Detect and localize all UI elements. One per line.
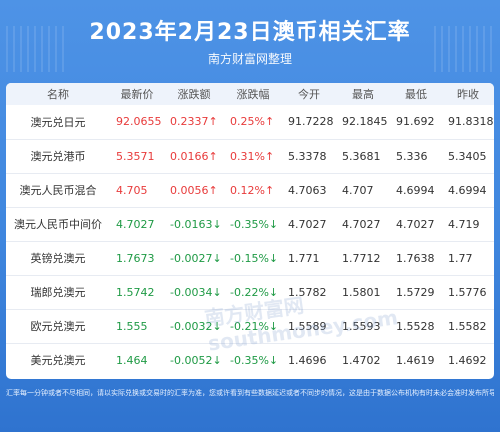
table-row: 英镑兑澳元 1.7673 -0.0027↓ -0.15%↓ 1.771 1.7712 1.7…	[6, 241, 494, 275]
cell-prev: 1.4692	[448, 353, 487, 367]
cell-low: 5.336	[396, 149, 428, 163]
cell-pct: -0.22%↓	[230, 285, 279, 299]
cell-change: 0.0056↑	[170, 183, 218, 197]
cell-open: 4.7063	[288, 183, 327, 197]
cell-pct: 0.25%↑	[230, 115, 275, 129]
cell-latest: 4.705	[116, 183, 148, 197]
cell-prev: 91.8318	[448, 115, 494, 129]
cell-latest: 1.7673	[116, 251, 155, 265]
table-row: 澳元兑日元 92.0655 0.2337↑ 0.25%↑ 91.7228 92.1845 9…	[6, 105, 494, 139]
cell-high: 1.5593	[342, 319, 381, 333]
cell-high: 1.7712	[342, 251, 381, 265]
page-title: 2023年2月23日澳币相关汇率	[89, 20, 411, 45]
cell-prev: 1.77	[448, 251, 473, 265]
currency-pair-name: 澳元兑日元	[30, 115, 86, 129]
page-subtitle: 南方财富网整理	[207, 52, 292, 66]
cell-open: 1.4696	[288, 353, 327, 367]
table-row: 美元兑澳元 1.464 -0.0052↓ -0.35%↓ 1.4696 1.4702 1.4…	[6, 343, 494, 377]
rate-table: 名称 最新价 涨跌额 涨跌幅 今开 最高 最低 昨收 澳元兑日元 92.0655 0…	[6, 83, 494, 377]
cell-latest: 1.5742	[116, 285, 155, 299]
cell-open: 5.3378	[288, 149, 327, 163]
cell-change: -0.0027↓	[170, 251, 222, 265]
column-header: 今开	[298, 88, 320, 101]
cell-pct: -0.21%↓	[230, 319, 279, 333]
table-row: 瑞郎兑澳元 1.5742 -0.0034↓ -0.22%↓ 1.5782 1.5801 1.…	[6, 275, 494, 309]
table-row: 澳元人民币混合 4.705 0.0056↑ 0.12%↑ 4.7063 4.707 4.69…	[6, 173, 494, 207]
cell-high: 1.5801	[342, 285, 381, 299]
cell-change: -0.0052↓	[170, 353, 222, 367]
cell-prev: 1.5582	[448, 319, 487, 333]
cell-pct: -0.35%↓	[230, 353, 279, 367]
cell-latest: 92.0655	[116, 115, 162, 129]
column-header: 昨收	[457, 88, 479, 101]
cell-high: 1.4702	[342, 353, 381, 367]
disclaimer-footer: 汇率每一分钟或者不尽相同，请以实际兑换或交易时的汇率为准，您或许看到有些数据延迟…	[6, 389, 494, 397]
cell-prev: 4.719	[448, 217, 480, 231]
cell-change: 0.2337↑	[170, 115, 218, 129]
cell-high: 4.707	[342, 183, 374, 197]
cell-low: 1.5528	[396, 319, 435, 333]
cell-low: 1.5729	[396, 285, 435, 299]
column-header: 最高	[352, 88, 374, 101]
cell-open: 1.5589	[288, 319, 327, 333]
cell-low: 91.692	[396, 115, 435, 129]
currency-pair-name: 欧元兑澳元	[30, 320, 86, 333]
cell-low: 1.4619	[396, 353, 435, 367]
cell-pct: -0.15%↓	[230, 251, 279, 265]
cell-latest: 4.7027	[116, 217, 155, 231]
table-row: 澳元兑港币 5.3571 0.0166↑ 0.31%↑ 5.3378 5.3681 5.33…	[6, 139, 494, 173]
currency-pair-name: 澳元人民币中间价	[14, 218, 102, 231]
cell-pct: 0.12%↑	[230, 183, 275, 197]
cell-change: -0.0032↓	[170, 319, 222, 333]
column-header: 最新价	[120, 88, 154, 101]
cell-low: 4.7027	[396, 217, 435, 231]
table-row: 欧元兑澳元 1.555 -0.0032↓ -0.21%↓ 1.5589 1.5593 1.5…	[6, 309, 494, 343]
cell-open: 4.7027	[288, 217, 327, 231]
cell-pct: -0.35%↓	[230, 217, 279, 231]
table-header-row: 名称 最新价 涨跌额 涨跌幅 今开 最高 最低 昨收	[6, 83, 494, 105]
cell-high: 5.3681	[342, 149, 381, 163]
currency-pair-name: 澳元兑港币	[30, 150, 86, 163]
column-header: 涨跌额	[177, 88, 211, 101]
cell-prev: 5.3405	[448, 149, 487, 163]
cell-prev: 4.6994	[448, 183, 487, 197]
cell-pct: 0.31%↑	[230, 149, 275, 163]
column-header: 最低	[405, 88, 427, 101]
cell-latest: 5.3571	[116, 149, 155, 163]
currency-pair-name: 澳元人民币混合	[19, 184, 97, 197]
rate-table-card: 名称 最新价 涨跌额 涨跌幅 今开 最高 最低 昨收 澳元兑日元 92.0655 0…	[6, 83, 494, 379]
cell-high: 92.1845	[342, 115, 388, 129]
cell-high: 4.7027	[342, 217, 381, 231]
cell-latest: 1.464	[116, 353, 148, 367]
cell-change: -0.0034↓	[170, 285, 222, 299]
cell-low: 1.7638	[396, 251, 435, 265]
cell-open: 91.7228	[288, 115, 334, 129]
column-header: 涨跌幅	[236, 88, 270, 101]
cell-latest: 1.555	[116, 319, 148, 333]
cell-open: 1.771	[288, 251, 320, 265]
decoration-right	[434, 26, 494, 72]
table-row: 澳元人民币中间价 4.7027 -0.0163↓ -0.35%↓ 4.7027 4.702…	[6, 207, 494, 241]
decoration-left	[6, 26, 66, 72]
cell-prev: 1.5776	[448, 285, 487, 299]
cell-change: 0.0166↑	[170, 149, 218, 163]
currency-pair-name: 英镑兑澳元	[30, 252, 86, 265]
page-header: 2023年2月23日澳币相关汇率 南方财富网整理	[0, 0, 500, 80]
cell-change: -0.0163↓	[170, 217, 222, 231]
currency-pair-name: 美元兑澳元	[30, 354, 86, 368]
currency-pair-name: 瑞郎兑澳元	[30, 286, 86, 299]
cell-open: 1.5782	[288, 285, 327, 299]
column-header: 名称	[47, 88, 69, 101]
cell-low: 4.6994	[396, 183, 435, 197]
